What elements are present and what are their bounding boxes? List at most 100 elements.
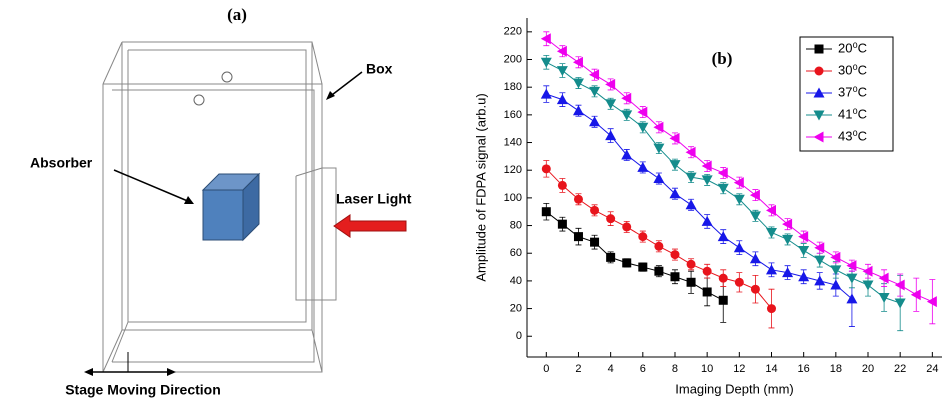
x-axis-label: Imaging Depth (mm) — [675, 381, 793, 396]
marker — [911, 289, 921, 300]
marker — [589, 69, 599, 80]
marker — [751, 285, 760, 294]
marker — [719, 274, 728, 283]
y-tick-label: 20 — [510, 302, 522, 314]
marker — [687, 278, 696, 287]
marker — [558, 181, 567, 190]
marker — [879, 293, 890, 303]
marker — [590, 206, 599, 215]
marker — [703, 267, 712, 276]
marker — [750, 253, 761, 263]
marker — [719, 296, 728, 305]
laser-label: Laser Light — [336, 191, 412, 207]
marker — [686, 199, 697, 209]
marker — [846, 274, 857, 284]
marker — [541, 33, 551, 44]
marker — [766, 264, 777, 274]
series-line — [546, 212, 723, 301]
marker — [573, 105, 584, 115]
marker — [621, 110, 632, 120]
marker — [670, 272, 679, 281]
legend-label: 37⁰C — [838, 84, 867, 99]
legend-label: 20⁰C — [838, 40, 867, 55]
y-tick-label: 160 — [504, 109, 522, 121]
y-tick-label: 220 — [504, 26, 522, 38]
legend-label: 43⁰C — [838, 128, 867, 143]
marker — [605, 99, 616, 109]
marker — [718, 167, 728, 178]
marker — [895, 299, 906, 309]
marker — [590, 238, 599, 247]
marker — [589, 87, 600, 97]
figure: (a) Box Absorber Laser Light Stage Movin… — [0, 0, 944, 401]
y-tick-label: 60 — [510, 247, 522, 259]
x-tick-label: 14 — [765, 363, 777, 375]
y-tick-label: 40 — [510, 275, 522, 287]
arrow-head — [84, 368, 93, 376]
x-tick-label: 8 — [672, 363, 678, 375]
marker — [734, 242, 745, 252]
x-tick-label: 18 — [830, 363, 842, 375]
marker — [750, 190, 760, 201]
marker — [638, 232, 647, 241]
x-tick-label: 10 — [701, 363, 713, 375]
y-tick-label: 200 — [504, 53, 522, 65]
x-tick-label: 12 — [733, 363, 745, 375]
marker — [863, 266, 873, 277]
marker — [703, 287, 712, 296]
y-tick-label: 80 — [510, 219, 522, 231]
marker — [653, 173, 664, 183]
marker — [815, 45, 824, 54]
marker — [782, 235, 793, 245]
marker — [605, 130, 616, 140]
x-tick-label: 16 — [798, 363, 810, 375]
x-tick-label: 6 — [640, 363, 646, 375]
x-tick-label: 0 — [543, 363, 549, 375]
marker — [541, 89, 552, 99]
marker — [767, 304, 776, 313]
y-tick-label: 0 — [516, 330, 522, 342]
y-tick-label: 180 — [504, 81, 522, 93]
marker — [798, 231, 808, 242]
marker — [541, 58, 552, 68]
x-tick-label: 24 — [926, 363, 938, 375]
marker — [574, 232, 583, 241]
absorber-label: Absorber — [30, 155, 93, 171]
marker — [879, 273, 889, 284]
marker — [830, 265, 841, 275]
box-pointer — [328, 72, 362, 98]
marker — [718, 184, 729, 194]
marker — [669, 160, 680, 170]
marker — [814, 242, 824, 253]
marker — [542, 207, 551, 216]
marker — [846, 260, 856, 271]
arrow-head — [167, 368, 176, 376]
y-axis-label: Amplitude of FDPA signal (arb.u) — [473, 93, 488, 281]
marker — [589, 116, 600, 126]
x-tick-label: 2 — [575, 363, 581, 375]
marker — [670, 250, 679, 259]
x-tick-label: 4 — [608, 363, 614, 375]
marker — [927, 296, 937, 307]
marker — [557, 66, 568, 76]
chart: 0204060801001201401601802002200246810121… — [473, 18, 942, 396]
marker — [622, 258, 631, 267]
stage-label: Stage Moving Direction — [65, 382, 221, 398]
x-tick-label: 22 — [894, 363, 906, 375]
panel-label: (b) — [712, 49, 733, 68]
marker — [798, 246, 809, 256]
marker — [573, 57, 583, 68]
marker — [573, 79, 584, 89]
laser-arrow — [334, 215, 406, 237]
marker — [734, 177, 744, 188]
marker — [863, 281, 874, 291]
marker — [622, 222, 631, 231]
marker — [654, 267, 663, 276]
marker — [766, 228, 777, 238]
y-tick-label: 100 — [504, 192, 522, 204]
marker — [895, 280, 905, 291]
marker — [735, 278, 744, 287]
marker — [702, 175, 713, 185]
legend-label: 41⁰C — [838, 106, 867, 121]
marker — [557, 94, 568, 104]
